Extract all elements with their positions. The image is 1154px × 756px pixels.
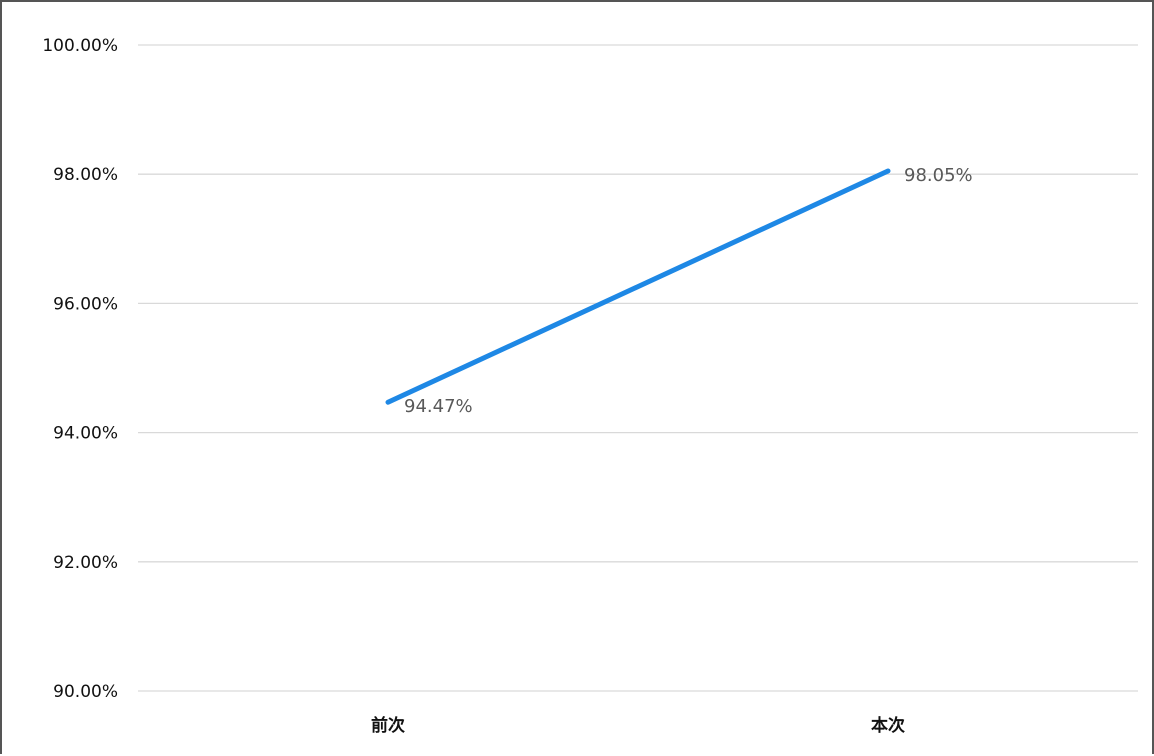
y-axis-ticks: 90.00% 92.00% 94.00% 96.00% 98.00% 100.00% xyxy=(42,36,118,702)
series-lines xyxy=(385,168,891,405)
y-tick-label: 94.00% xyxy=(53,424,118,444)
data-label: 94.47% xyxy=(404,396,473,417)
data-labels: 94.47% 98.05% xyxy=(404,165,973,417)
y-tick-label: 96.00% xyxy=(53,294,118,314)
gridlines xyxy=(138,44,1138,692)
x-axis-ticks: 前次 本次 xyxy=(371,715,905,736)
series-line xyxy=(385,168,891,405)
y-tick-label: 100.00% xyxy=(42,36,118,56)
y-tick-label: 90.00% xyxy=(53,682,118,702)
x-tick-label: 本次 xyxy=(871,715,905,736)
y-tick-label: 98.00% xyxy=(53,165,118,185)
x-tick-label: 前次 xyxy=(371,715,405,736)
y-tick-label: 92.00% xyxy=(53,553,118,573)
data-label: 98.05% xyxy=(904,165,973,186)
